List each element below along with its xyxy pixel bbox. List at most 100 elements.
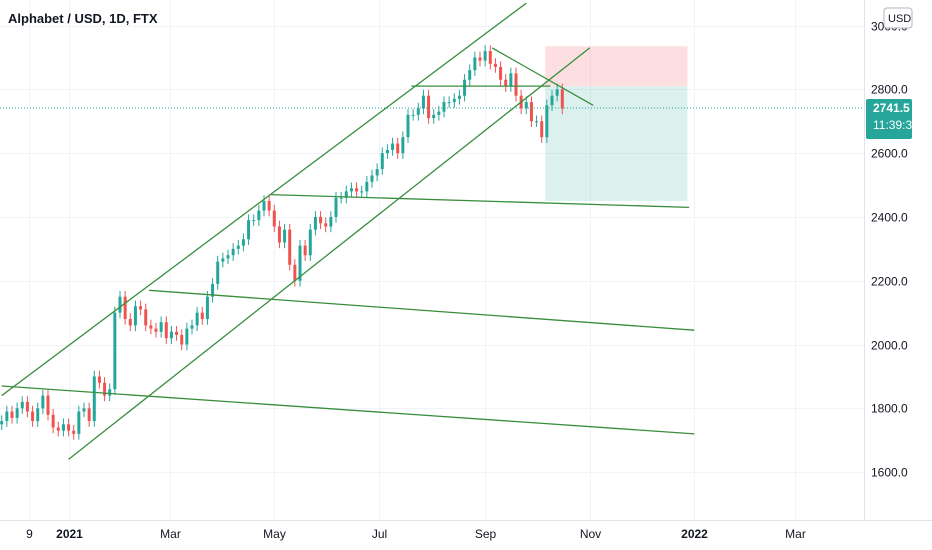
candle <box>545 105 549 138</box>
y-tick-label: 2600.0 <box>871 147 908 161</box>
price-axis[interactable]: 1600.0 1800.0 2000.0 2200.0 2400.0 2600.0 2800… <box>864 0 920 520</box>
trend-lines[interactable] <box>1 2 695 460</box>
x-tick-label: Mar <box>785 527 806 541</box>
candle <box>334 197 338 217</box>
candle <box>5 411 9 422</box>
candle <box>0 421 4 425</box>
candle <box>483 51 487 61</box>
y-tick-label: 1600.0 <box>871 466 908 480</box>
candle <box>529 102 533 122</box>
candle <box>211 283 215 297</box>
channel-lower-line[interactable] <box>68 47 591 460</box>
x-tick-label: 2022 <box>681 527 708 541</box>
candle <box>154 328 158 332</box>
candle <box>180 334 184 345</box>
candle <box>175 331 179 335</box>
candle <box>200 312 204 320</box>
candle <box>493 63 497 67</box>
trend-line[interactable] <box>149 289 695 331</box>
candle <box>97 376 101 383</box>
candle <box>339 197 343 199</box>
candle <box>118 296 122 313</box>
candle <box>468 70 472 80</box>
candle <box>25 401 29 412</box>
candle <box>190 325 194 329</box>
candle <box>365 181 369 192</box>
x-tick-label: Jul <box>372 527 387 541</box>
y-tick-label: 2200.0 <box>871 275 908 289</box>
candle <box>82 408 86 412</box>
price-label-badge: 2741.5 11:39:32 <box>866 98 919 139</box>
candle <box>41 395 45 409</box>
candle <box>31 411 35 422</box>
x-tick-label: Mar <box>160 527 181 541</box>
candle <box>241 239 245 246</box>
trend-line[interactable] <box>270 193 690 209</box>
candle <box>272 210 276 227</box>
grid <box>0 0 864 520</box>
currency-label: USD <box>888 13 911 25</box>
x-tick-label: 2021 <box>56 527 83 541</box>
candle <box>133 306 137 326</box>
candle <box>375 169 379 176</box>
candle <box>463 79 467 96</box>
stop-loss-zone[interactable] <box>545 46 688 87</box>
candle <box>128 319 132 326</box>
long-short-position-tool[interactable] <box>545 46 688 201</box>
x-tick-label: Nov <box>580 527 601 541</box>
candle <box>113 312 117 390</box>
candle <box>231 248 235 256</box>
candle <box>221 258 225 262</box>
candle <box>329 216 333 227</box>
candle <box>288 229 292 265</box>
candle <box>10 411 14 418</box>
plot-area[interactable] <box>0 0 864 520</box>
x-tick-label: May <box>263 527 286 541</box>
candle <box>308 229 312 256</box>
candle <box>540 121 544 138</box>
candle <box>550 95 554 106</box>
candle <box>20 401 24 409</box>
candle <box>437 111 441 115</box>
take-profit-zone[interactable] <box>545 86 688 201</box>
candle <box>92 376 96 422</box>
candle <box>303 245 307 256</box>
y-tick-label: 2400.0 <box>871 211 908 225</box>
candle <box>205 296 209 320</box>
candle <box>185 328 189 345</box>
candle <box>514 73 518 96</box>
candle <box>77 411 81 434</box>
candle <box>478 57 482 61</box>
trend-line[interactable] <box>1 385 695 435</box>
y-tick-label: 2800.0 <box>871 83 908 97</box>
candle <box>195 312 199 326</box>
candle <box>298 245 302 281</box>
candle <box>67 424 71 431</box>
candle <box>391 143 395 150</box>
candle <box>36 408 40 422</box>
trend-line[interactable] <box>491 47 594 106</box>
candle <box>385 149 389 154</box>
channel-upper-line[interactable] <box>1 2 527 397</box>
candle <box>313 216 317 230</box>
candle <box>293 264 297 281</box>
candle <box>442 102 446 112</box>
candle <box>380 153 384 170</box>
candle <box>344 191 348 198</box>
candle <box>555 89 559 96</box>
x-tick-label: Sep <box>475 527 497 541</box>
chart-title: Alphabet / USD, 1D, FTX <box>8 11 158 26</box>
candle <box>51 414 55 428</box>
candles <box>0 45 564 440</box>
candle <box>488 51 492 64</box>
currency-button[interactable]: USD <box>883 7 913 29</box>
y-tick-label: 2000.0 <box>871 339 908 353</box>
candle <box>427 95 431 119</box>
candle <box>103 382 107 396</box>
candle <box>370 175 374 182</box>
x-tick-label: 9 <box>26 527 33 541</box>
time-axis[interactable]: 9 2021 Mar May Jul Sep Nov 2022 Mar <box>0 520 932 542</box>
candle <box>159 322 163 332</box>
candle <box>416 108 420 115</box>
